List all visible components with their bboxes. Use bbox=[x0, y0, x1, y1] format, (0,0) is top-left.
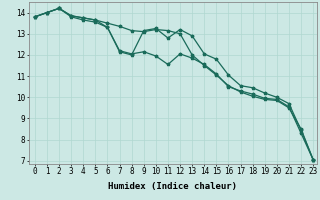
X-axis label: Humidex (Indice chaleur): Humidex (Indice chaleur) bbox=[108, 182, 237, 191]
